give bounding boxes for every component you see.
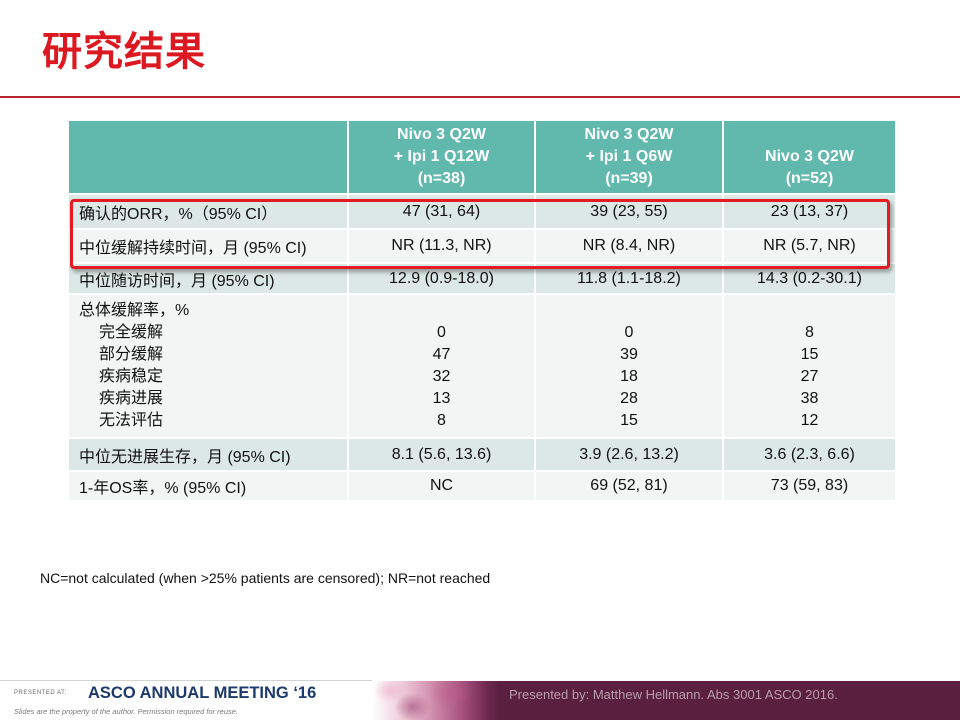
footnote: NC=not calculated (when >25% patients ar… [40,570,491,586]
row-subvalue: 13 [432,390,451,407]
row-value-group: 0 39 18 28 15 [534,293,724,439]
row-sublabel: 疾病稳定 [99,368,164,385]
row-value: NR (11.3, NR) [347,228,536,264]
header-line: Nivo 3 Q2W [397,126,486,143]
row-subvalue: 38 [800,390,819,407]
presenter-credit: Presented by: Matthew Hellmann. Abs 3001… [509,687,838,702]
row-sublabel: 疾病进展 [99,390,164,407]
row-subvalue: 0 [624,324,634,341]
slide-title: 研究结果 [42,30,206,74]
footer-decorative-art [372,681,500,720]
row-subvalue: 28 [620,390,638,407]
header-line: + Ipi 1 Q12W [393,148,490,165]
table-row: 1-年OS率，% (95% CI) NC 69 (52, 81) 73 (59,… [67,470,897,502]
row-subvalue: 32 [432,368,451,385]
header-line: Nivo 3 Q2W [765,148,854,165]
header-line: + Ipi 1 Q6W [585,148,673,165]
row-label: 中位缓解持续时间，月 (95% CI) [67,228,349,264]
row-value: NC [347,470,536,502]
reuse-disclaimer: Slides are the property of the author. P… [14,707,239,716]
presented-at-label: PRESENTED AT: [14,690,67,696]
header-cell-empty [67,119,349,195]
row-subvalue: 8 [805,324,814,341]
header-line: Nivo 3 Q2W [584,126,674,143]
table-row: 中位缓解持续时间，月 (95% CI) NR (11.3, NR) NR (8.… [67,228,897,264]
title-divider [0,96,960,98]
table-row: 中位无进展生存，月 (95% CI) 8.1 (5.6, 13.6) 3.9 (… [67,437,897,472]
row-subvalue: 15 [620,412,638,429]
blank-line [349,300,534,322]
header-cell-arm-1: Nivo 3 Q2W + Ipi 1 Q12W (n=38) [347,119,536,195]
row-value-group: 8 15 27 38 12 [722,293,897,439]
row-subvalue: 39 [620,346,638,363]
row-subvalue: 47 [432,346,451,363]
row-subvalue: 12 [800,412,819,429]
row-sublabel: 部分缓解 [99,346,164,363]
header-line: (n=52) [785,170,834,187]
row-subvalue: 0 [437,324,446,341]
row-value-group: 0 47 32 13 8 [347,293,536,439]
row-value: 3.6 (2.3, 6.6) [722,437,897,472]
table-row-response-breakdown: 总体缓解率，% 完全缓解 部分缓解 疾病稳定 疾病进展 无法评估 0 47 32… [67,293,897,439]
blank-line [536,300,722,322]
row-label: 中位无进展生存，月 (95% CI) [67,437,349,472]
row-sublabel: 无法评估 [99,412,164,429]
row-value: 69 (52, 81) [534,470,724,502]
table-header-row: Nivo 3 Q2W + Ipi 1 Q12W (n=38) Nivo 3 Q2… [67,119,897,195]
row-subvalue: 18 [620,368,638,385]
blank-line [724,300,895,322]
highlight-box [70,199,890,269]
header-cell-arm-2: Nivo 3 Q2W + Ipi 1 Q6W (n=39) [534,119,724,195]
row-label: 1-年OS率，% (95% CI) [67,470,349,502]
row-value: NR (5.7, NR) [722,228,897,264]
results-table: Nivo 3 Q2W + Ipi 1 Q12W (n=38) Nivo 3 Q2… [67,119,897,502]
row-sublabel: 完全缓解 [99,324,164,341]
row-label: 总体缓解率，% [79,302,190,319]
header-line: (n=38) [417,170,466,187]
row-value: 8.1 (5.6, 13.6) [347,437,536,472]
row-label-group: 总体缓解率，% 完全缓解 部分缓解 疾病稳定 疾病进展 无法评估 [67,293,349,439]
row-value: NR (8.4, NR) [534,228,724,264]
row-value: 73 (59, 83) [722,470,897,502]
row-value: 3.9 (2.6, 13.2) [534,437,724,472]
row-subvalue: 15 [800,346,819,363]
row-subvalue: 8 [437,412,446,429]
footer-band: Presented by: Matthew Hellmann. Abs 3001… [500,681,960,720]
meeting-logo-text: ASCO ANNUAL MEETING ‘16 [88,684,317,702]
footer-divider [0,680,372,681]
row-subvalue: 27 [800,368,819,385]
header-line: (n=39) [605,170,653,187]
header-cell-arm-3: Nivo 3 Q2W (n=52) [722,119,897,195]
